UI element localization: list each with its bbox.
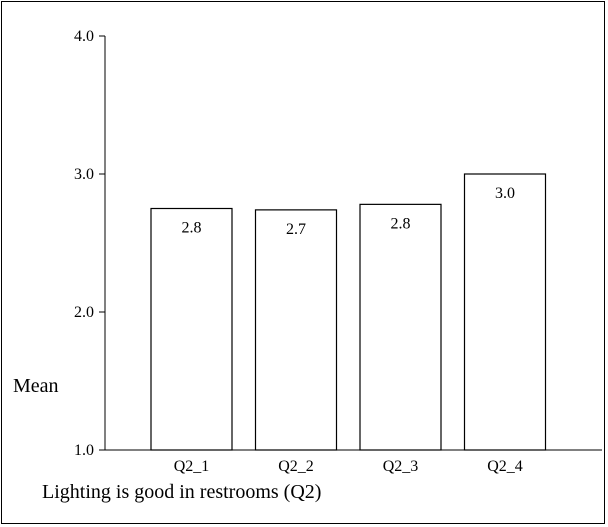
data-label: 2.7 — [286, 221, 306, 238]
y-tick-label: 4.0 — [74, 28, 94, 45]
y-ticks: 1.0 2.0 3.0 4.0 — [74, 28, 105, 459]
x-axis-label: Lighting is good in restrooms (Q2) — [42, 481, 321, 503]
bar-q2-4 — [463, 173, 547, 451]
x-tick-label: Q2_1 — [174, 458, 210, 475]
bar-q2-1 — [150, 207, 233, 451]
y-axis-label: Mean — [13, 375, 59, 397]
bar-q2-3 — [359, 203, 442, 451]
x-tick-labels: Q2_1 Q2_2 Q2_3 Q2_4 — [174, 458, 523, 475]
x-tick-label: Q2_4 — [487, 458, 523, 475]
bar-q2-2 — [254, 209, 338, 451]
x-tick-label: Q2_3 — [383, 458, 419, 475]
x-tick-label: Q2_2 — [278, 458, 314, 475]
y-tick-label: 3.0 — [74, 166, 94, 183]
data-label: 2.8 — [391, 215, 411, 232]
data-label: 2.8 — [182, 220, 202, 237]
y-tick-label: 1.0 — [74, 442, 94, 459]
data-label: 3.0 — [495, 185, 515, 202]
y-tick-label: 2.0 — [74, 304, 94, 321]
bars: 2.8 2.7 2.8 3.0 — [150, 173, 547, 451]
